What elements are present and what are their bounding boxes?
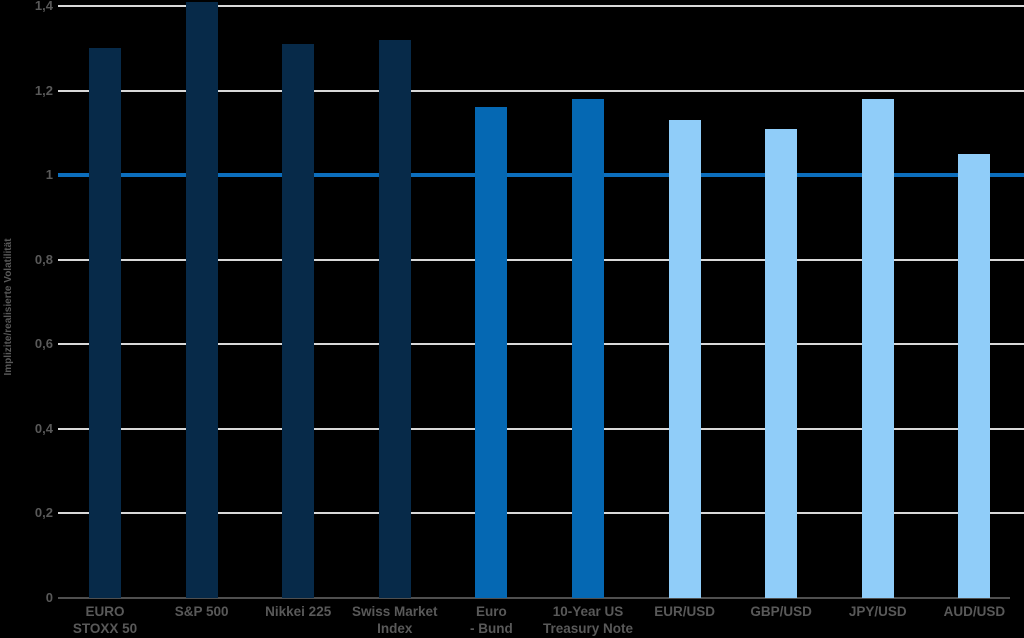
x-label-line: GBP/USD (750, 604, 812, 619)
x-label-gbp-usd: GBP/USD (716, 603, 846, 620)
bar-eur-usd (668, 120, 701, 598)
x-label-euro-stoxx-50: EURO STOXX 50 (40, 603, 170, 637)
bar-aud-usd (958, 153, 991, 598)
y-tick-label: 0 (45, 590, 53, 605)
x-label-10-year-us-treasury-note: 10-Year US Treasury Note (523, 603, 653, 637)
reference-line-1 (58, 173, 1024, 178)
x-label-line: S&P 500 (174, 604, 229, 619)
x-label-line: 10-Year US (552, 604, 624, 619)
x-label-line: STOXX 50 (72, 621, 138, 636)
x-label-line: Swiss Market (352, 604, 438, 619)
y-tick-label: 0,4 (34, 420, 53, 436)
bar-10-year-us-treasury-note (572, 99, 604, 598)
x-label-line: EURO (85, 604, 125, 619)
bar-nikkei-225 (282, 44, 315, 598)
bar-gbp-usd (765, 128, 798, 598)
x-label-line: AUD/USD (943, 604, 1006, 619)
y-tick-label: 0,6 (34, 336, 53, 352)
x-label-aud-usd: AUD/USD (909, 603, 1024, 620)
bar-s-p-500 (185, 1, 218, 598)
gridline-0,2 (58, 512, 1024, 515)
bar-jpy-usd (861, 99, 894, 598)
x-label-swiss-market-index: Swiss Market Index (330, 603, 460, 637)
gridline-0,4 (58, 427, 1024, 430)
x-label-line: - Bund (470, 621, 513, 636)
x-label-s-p-500: S&P 500 (137, 603, 267, 620)
y-axis-title: Implizite/realisierte Volatilität (3, 238, 14, 376)
x-label-line: Euro (476, 604, 507, 619)
y-tick-label: 0,8 (34, 251, 53, 267)
bar-swiss-market-index (378, 39, 411, 598)
y-tick-label: 1,4 (34, 0, 53, 13)
x-label-euro-bund: Euro - Bund (426, 603, 556, 637)
x-label-line: Index (377, 621, 413, 636)
x-label-nikkei-225: Nikkei 225 (233, 603, 363, 620)
x-label-line: Nikkei 225 (265, 604, 332, 619)
x-label-line: JPY/USD (848, 604, 907, 619)
gridline-0,6 (58, 343, 1024, 346)
x-label-eur-usd: EUR/USD (620, 603, 750, 620)
x-label-jpy-usd: JPY/USD (813, 603, 943, 620)
bar-euro-stoxx-50 (89, 48, 121, 598)
bar-euro-bund (475, 107, 508, 598)
x-label-line: EUR/USD (654, 604, 715, 619)
gridline-0,8 (58, 258, 1024, 261)
y-tick-label: 1 (45, 167, 53, 183)
y-tick-label: 1,2 (34, 82, 53, 98)
gridline-1,4 (58, 4, 1024, 7)
y-tick-label: 0,2 (34, 505, 53, 521)
x-axis-line (58, 597, 1010, 599)
x-label-line: Treasury Note (542, 621, 634, 636)
gridline-1,2 (58, 89, 1024, 92)
